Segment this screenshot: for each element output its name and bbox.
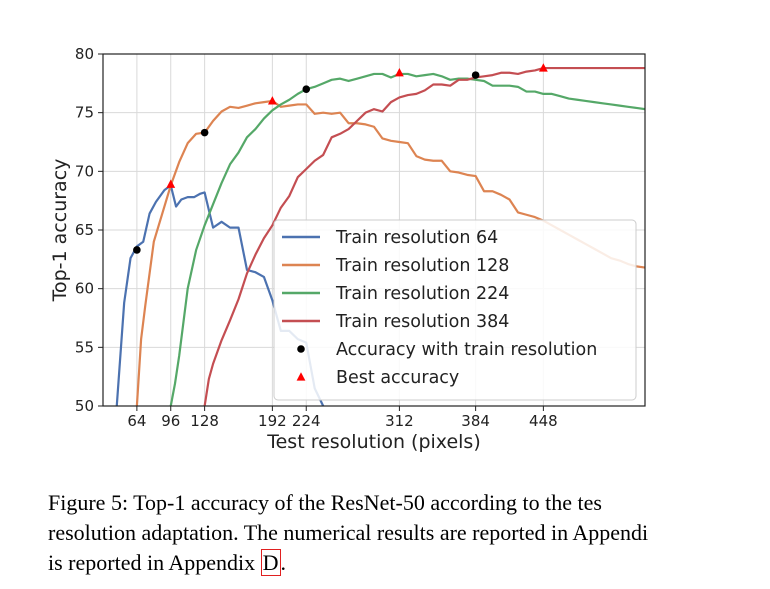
caption-line-2: resolution adaptation. The numerical res…: [48, 520, 649, 545]
caption-line-3-end: .: [280, 550, 287, 575]
legend-swatch: [296, 372, 306, 381]
legend-label: Accuracy with train resolution: [336, 340, 597, 360]
legend-box: [273, 219, 637, 401]
marker-train-resolution: [133, 246, 141, 254]
marker-best-accuracy: [267, 96, 277, 105]
y-tick-label: 50: [75, 397, 94, 415]
x-tick-label: 192: [258, 412, 287, 430]
legend-label: Train resolution 64: [335, 228, 498, 248]
y-tick-label: 70: [75, 162, 94, 180]
marker-train-resolution: [302, 85, 311, 93]
x-tick-label: 96: [161, 412, 180, 430]
legend-entry-5: Best accuracy: [296, 368, 459, 388]
legend-entry-2: Train resolution 224: [282, 284, 509, 304]
y-tick-label: 80: [75, 45, 94, 63]
figure-caption: Figure 5: Top-1 accuracy of the ResNet-5…: [48, 488, 770, 578]
y-tick-label: 60: [75, 280, 94, 298]
x-tick-label: 224: [292, 412, 321, 430]
legend-entry-4: Accuracy with train resolution: [297, 340, 597, 360]
series-line-3: [203, 66, 645, 406]
x-tick-label: 64: [127, 412, 146, 430]
y-tick-label: 65: [75, 221, 94, 239]
caption-line-3-text: is reported in Appendix: [48, 550, 261, 575]
legend-label: Train resolution 384: [335, 312, 509, 332]
legend: Train resolution 64 Train resolution 128 T…: [273, 219, 637, 401]
legend-entry-3: Train resolution 384: [282, 312, 509, 332]
legend-entry-1: Train resolution 128: [282, 256, 509, 276]
x-axis-label: Test resolution (pixels): [266, 431, 481, 453]
chart: 64 96 128 192 224 312 384 448 50 55 60 65 70 75 80 Tes…: [49, 45, 646, 453]
y-tick-label: 55: [75, 338, 94, 356]
appendix-d-link[interactable]: D: [260, 549, 281, 576]
series-line-2: [169, 72, 645, 406]
y-axis-label: Top-1 accuracy: [49, 159, 71, 303]
series-markers: [133, 63, 548, 254]
legend-swatch: [297, 345, 305, 353]
y-tick-label: 75: [75, 104, 94, 122]
marker-best-accuracy: [538, 63, 548, 72]
legend-entry-0: Train resolution 64: [282, 228, 498, 248]
marker-best-accuracy: [166, 179, 176, 188]
legend-label: Train resolution 224: [335, 284, 509, 304]
caption-line-3: is reported in Appendix D.: [48, 548, 770, 578]
legend-label: Best accuracy: [336, 368, 459, 388]
legend-label: Train resolution 128: [335, 256, 509, 276]
marker-train-resolution: [200, 128, 209, 137]
x-tick-label: 312: [385, 412, 414, 430]
marker-train-resolution: [471, 71, 480, 79]
caption-line-1: Figure 5: Top-1 accuracy of the ResNet-5…: [48, 490, 602, 515]
marker-best-accuracy: [395, 67, 404, 77]
x-tick-label: 128: [190, 412, 219, 430]
x-tick-label: 448: [529, 412, 558, 430]
x-tick-label: 384: [461, 412, 490, 430]
tick-labels: 64 96 128 192 224 312 384 448 50 55 60 65 70 75 80: [75, 45, 558, 430]
